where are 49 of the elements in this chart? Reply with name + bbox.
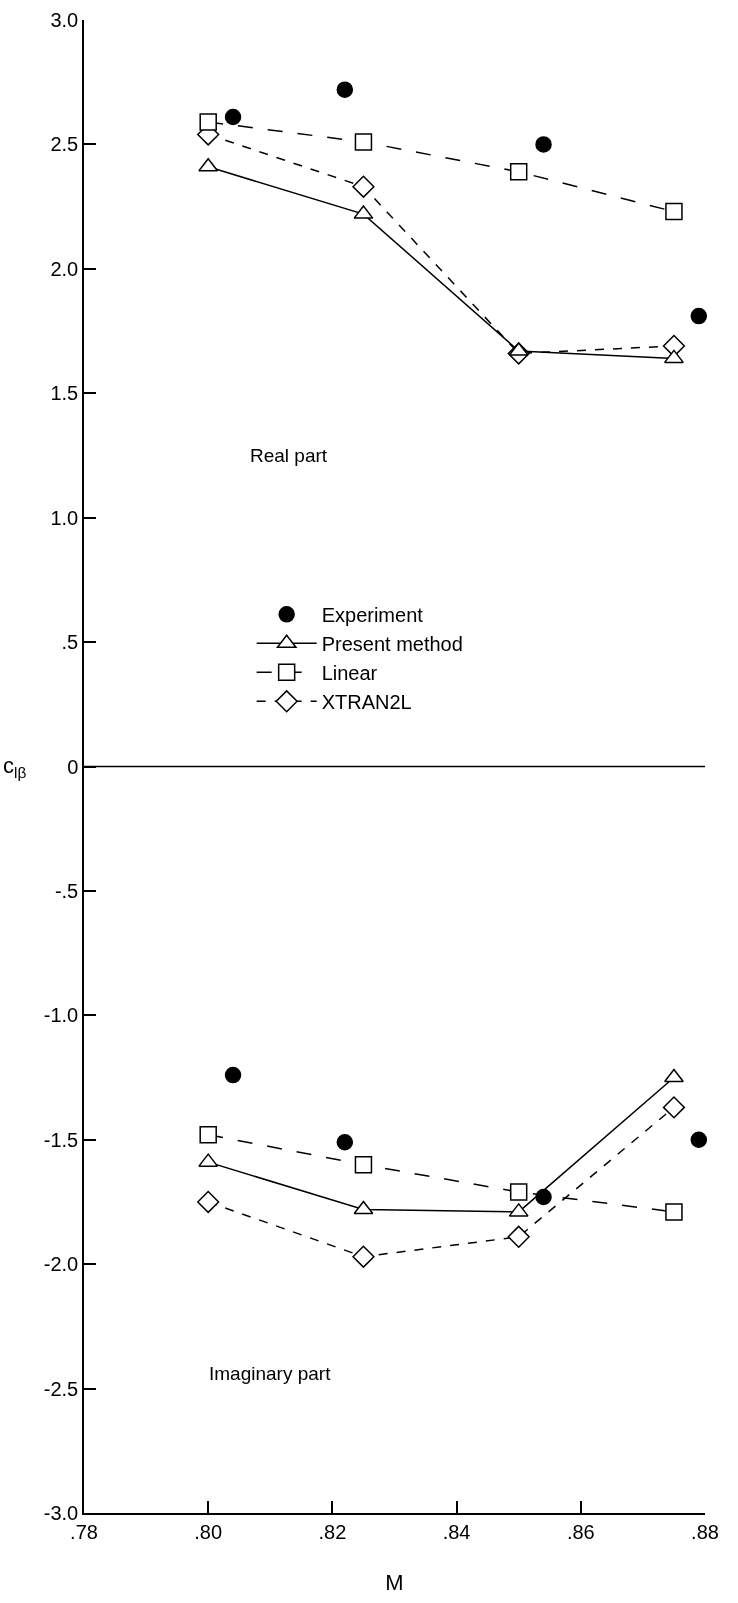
y-axis-title: c$_{lβ}$ [3,753,27,781]
y-tick-label: -2.5 [43,1377,79,1400]
point [690,307,708,325]
legend-label: Linear [321,662,378,685]
y-tick-label: 0 [67,755,79,778]
point [336,1133,354,1151]
y-tick-label: 1.5 [50,382,79,405]
y-tick-label: -1.5 [43,1128,79,1151]
point [509,1183,528,1201]
point [224,1066,242,1084]
point [353,1200,374,1215]
y-tick-label: -.5 [54,879,79,902]
point [199,1126,217,1144]
point [663,1068,684,1083]
x-tick-label: .80 [194,1520,223,1543]
annotation: Imaginary part [209,1363,332,1384]
y-tick-label: -1.0 [43,1004,79,1027]
x-tick-label: .86 [566,1520,595,1543]
point [354,1155,373,1174]
y-tick-label: 1.0 [50,506,79,529]
x-tick-label: .84 [442,1520,471,1543]
point [535,136,552,153]
point [352,175,375,198]
y-tick-label: 2.0 [50,257,79,280]
y-tick-label: 3.0 [50,9,79,31]
x-tick-label: .82 [318,1520,347,1543]
point [535,1188,552,1206]
y-tick-label: -2.0 [43,1253,79,1276]
point [665,202,683,221]
point [354,133,373,151]
point [663,349,684,364]
point [509,163,528,181]
point [224,108,242,126]
annotation: Real part [250,445,328,466]
point [336,81,354,98]
x-axis-title: M [385,1569,404,1595]
point [665,1203,683,1221]
x-tick-label: .88 [691,1520,719,1543]
y-tick-label: .5 [61,631,79,654]
legend-label: Experiment [321,604,424,627]
legend-label: Present method [321,633,463,656]
point [507,1225,530,1248]
legend-label: XTRAN2L [321,691,412,714]
point [352,1245,375,1268]
point [199,113,217,131]
point [197,1190,220,1214]
point [690,1131,708,1148]
point [662,1096,686,1119]
y-tick-label: 2.5 [50,133,79,156]
